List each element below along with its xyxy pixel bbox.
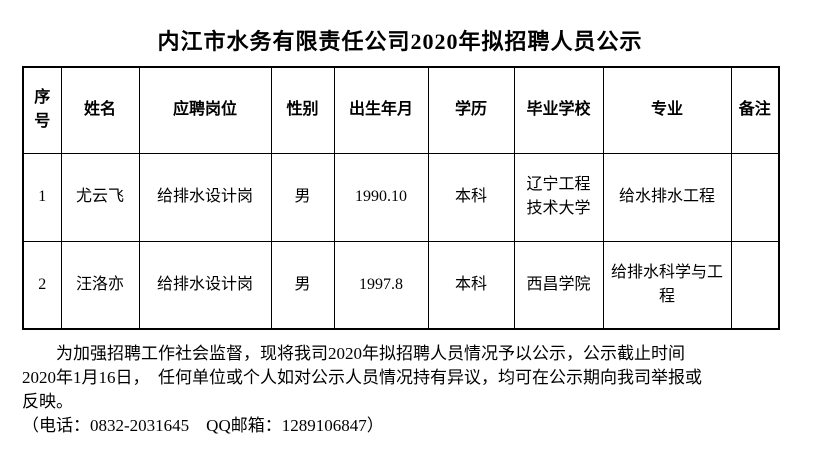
cell-no: 2 xyxy=(22,240,62,330)
cell-gender: 男 xyxy=(270,240,335,330)
recruitment-table: 序号 姓名 应聘岗位 性别 出生年月 学历 毕业学校 专业 备注 1 尤云飞 给… xyxy=(22,66,780,330)
cell-name: 汪洛亦 xyxy=(60,240,140,330)
col-header-education: 学历 xyxy=(427,66,515,154)
table-header-row: 序号 姓名 应聘岗位 性别 出生年月 学历 毕业学校 专业 备注 xyxy=(22,66,780,154)
cell-remark xyxy=(730,240,780,330)
cell-remark xyxy=(730,152,780,242)
page-title: 内江市水务有限责任公司2020年拟招聘人员公示 xyxy=(157,29,643,54)
col-header-no: 序号 xyxy=(22,66,62,154)
cell-no: 1 xyxy=(22,152,62,242)
cell-major: 给水排水工程 xyxy=(602,152,732,242)
cell-position: 给排水设计岗 xyxy=(138,240,272,330)
contact-line: （电话：0832-2031645 QQ邮箱：1289106847） xyxy=(22,416,384,435)
table-row: 2 汪洛亦 给排水设计岗 男 1997.8 本科 西昌学院 给排水科学与工程 xyxy=(22,240,780,330)
cell-major: 给排水科学与工程 xyxy=(602,240,732,330)
col-header-major: 专业 xyxy=(602,66,732,154)
notice-line: 为加强招聘工作社会监督，现将我司2020年拟招聘人员情况予以公示，公示截止时间 xyxy=(56,344,685,363)
cell-birth: 1990.10 xyxy=(333,152,429,242)
notice-line: 2020年1月16日， 任何单位或个人如对公示人员情况持有异议，均可在公示期向我… xyxy=(22,368,702,387)
cell-school: 辽宁工程技术大学 xyxy=(513,152,604,242)
cell-gender: 男 xyxy=(270,152,335,242)
notice-text: 为加强招聘工作社会监督，现将我司2020年拟招聘人员情况予以公示，公示截止时间 … xyxy=(22,342,806,438)
col-header-name: 姓名 xyxy=(60,66,140,154)
cell-school: 西昌学院 xyxy=(513,240,604,330)
cell-position: 给排水设计岗 xyxy=(138,152,272,242)
col-header-birth: 出生年月 xyxy=(333,66,429,154)
cell-education: 本科 xyxy=(427,240,515,330)
col-header-remark: 备注 xyxy=(730,66,780,154)
cell-name: 尤云飞 xyxy=(60,152,140,242)
cell-birth: 1997.8 xyxy=(333,240,429,330)
table-row: 1 尤云飞 给排水设计岗 男 1990.10 本科 辽宁工程技术大学 给水排水工… xyxy=(22,152,780,242)
col-header-school: 毕业学校 xyxy=(513,66,604,154)
notice-line: 反映。 xyxy=(22,392,73,411)
col-header-position: 应聘岗位 xyxy=(138,66,272,154)
col-header-gender: 性别 xyxy=(270,66,335,154)
cell-education: 本科 xyxy=(427,152,515,242)
